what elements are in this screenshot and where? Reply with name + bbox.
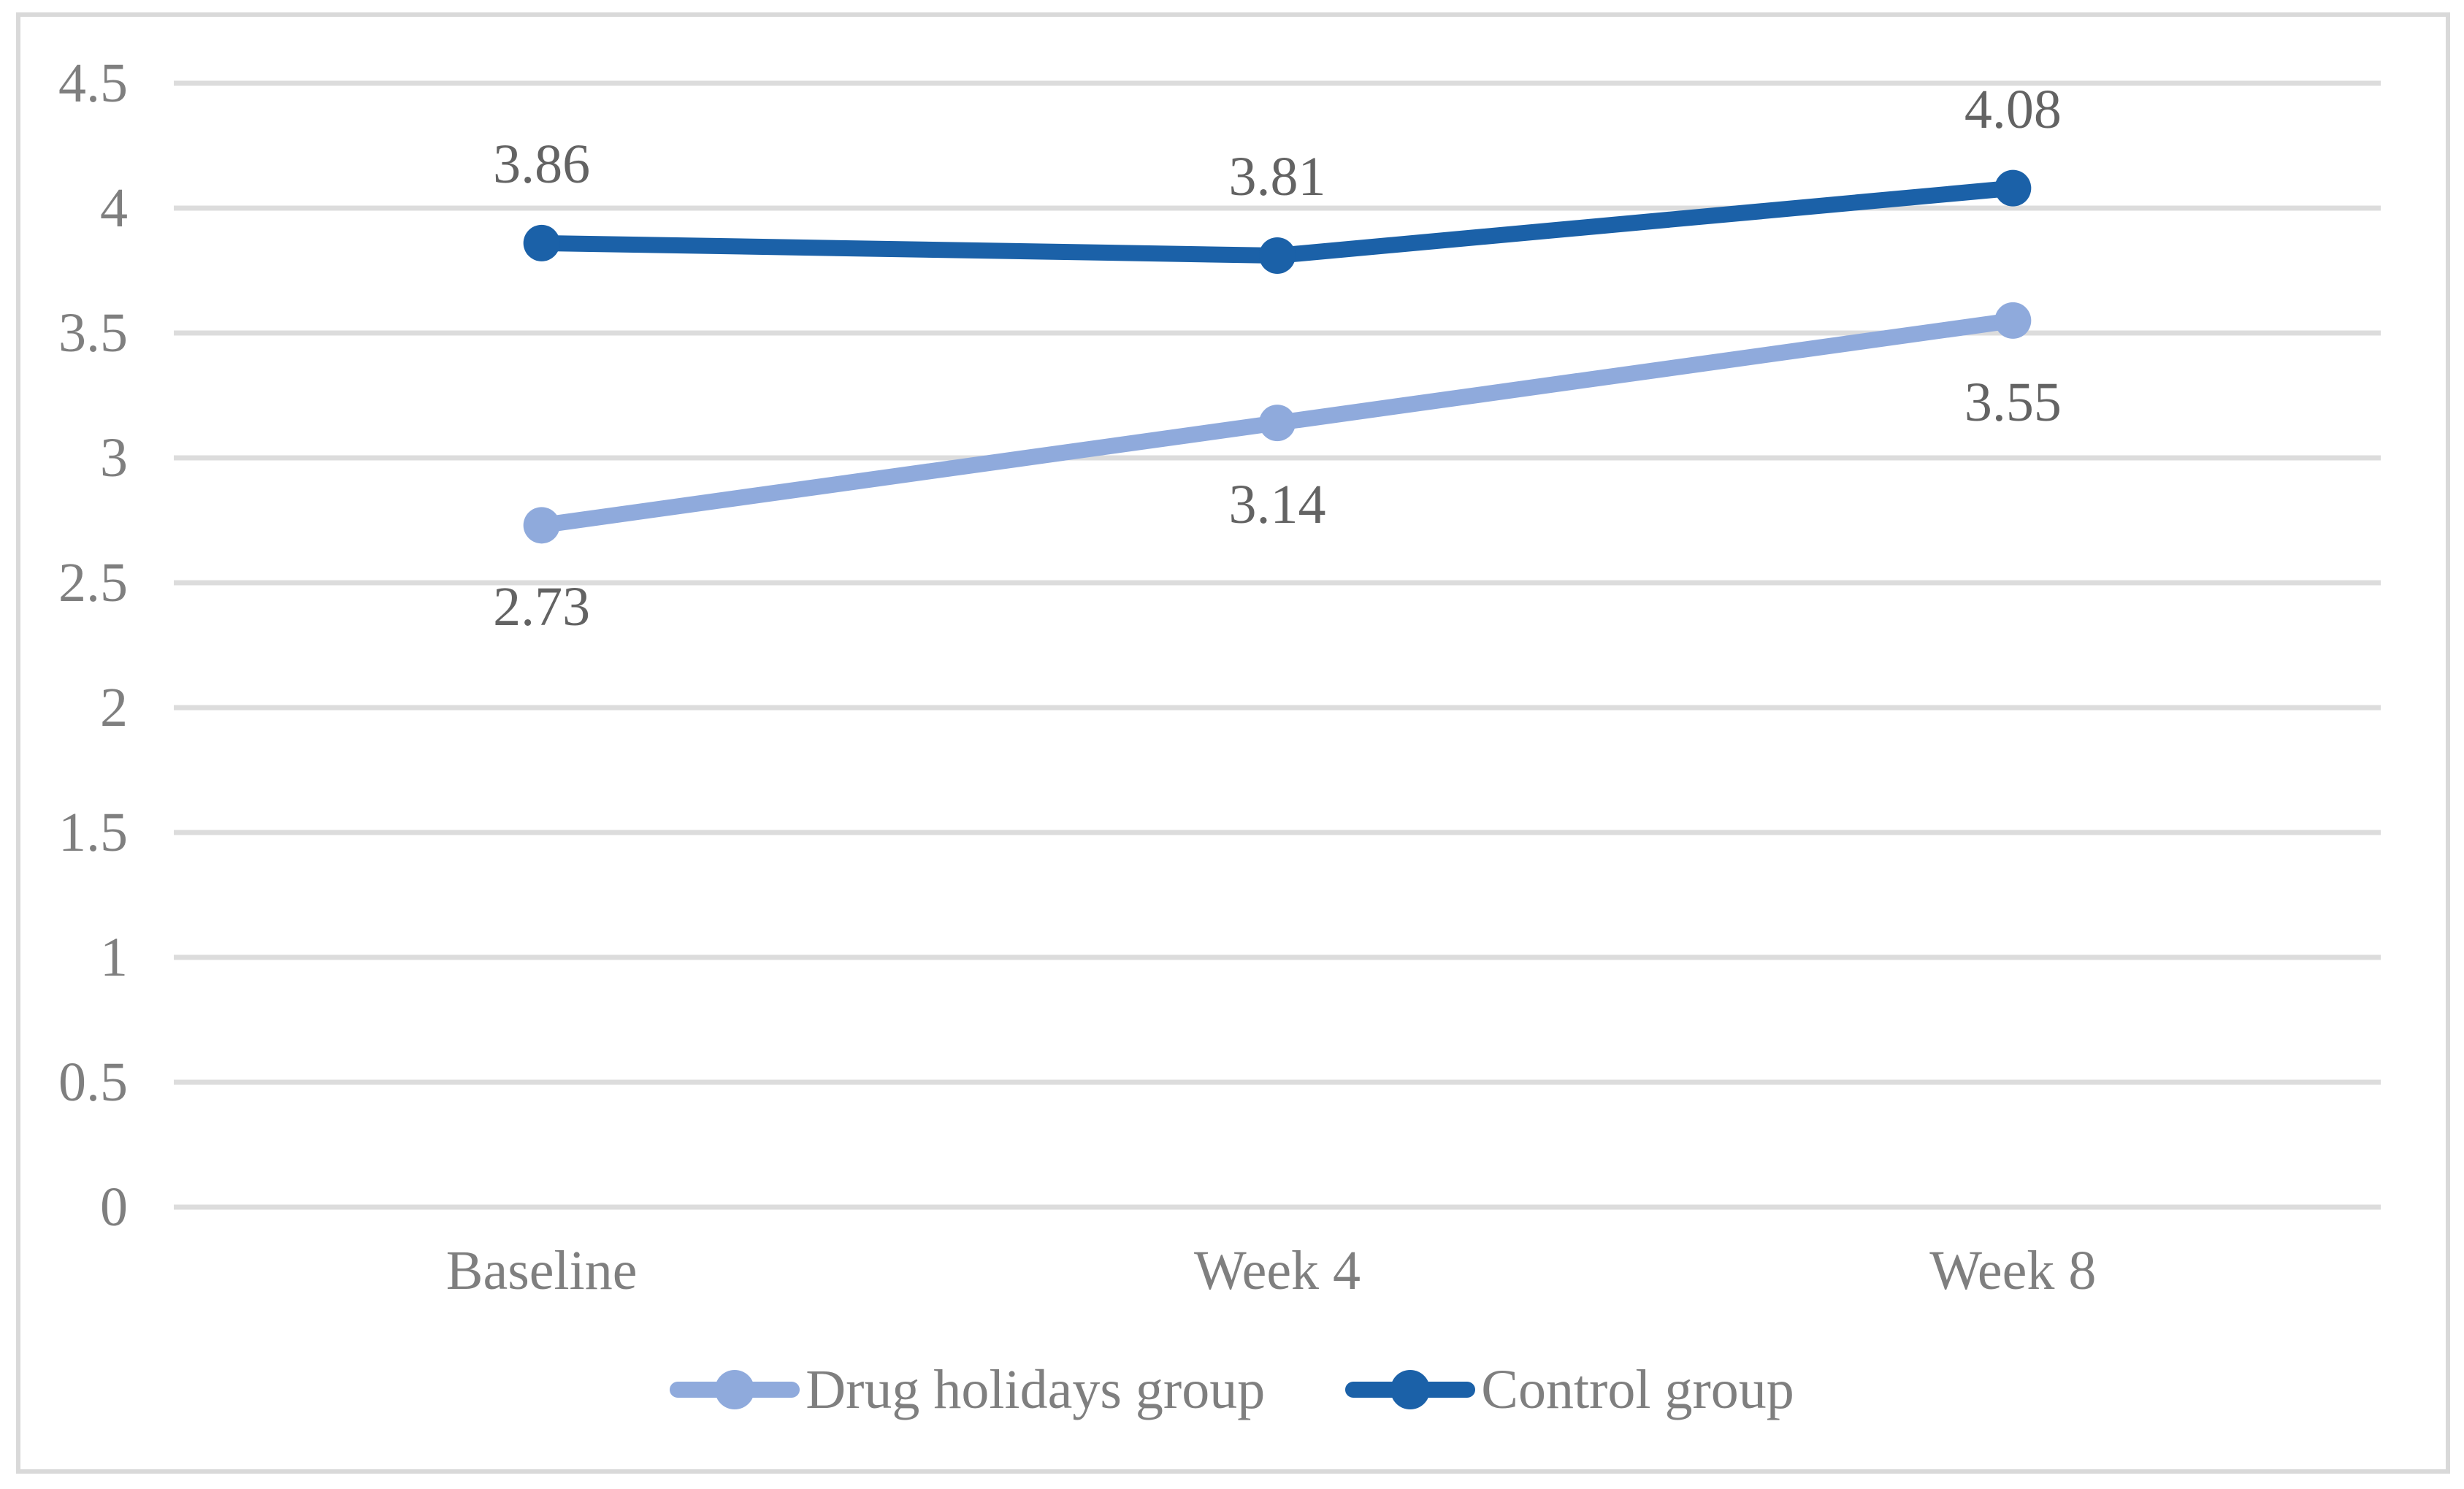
data-point-marker — [1259, 237, 1296, 274]
legend-item-control-group: Control group — [1345, 1362, 1794, 1417]
y-tick-label: 3.5 — [58, 302, 128, 364]
x-axis-label: Baseline — [445, 1240, 638, 1301]
data-point-marker — [1259, 405, 1296, 442]
y-tick-label: 4 — [100, 177, 128, 239]
data-label: 3.55 — [1964, 371, 2062, 433]
y-tick-label: 4.5 — [58, 53, 128, 114]
line-dot-marker-icon — [670, 1369, 800, 1410]
data-point-marker — [523, 224, 560, 261]
data-label: 3.14 — [1228, 474, 1326, 536]
data-point-marker — [1994, 169, 2032, 207]
data-label: 3.86 — [493, 133, 591, 195]
legend-item-drug-holidays-group: Drug holidays group — [670, 1362, 1265, 1417]
y-tick-label: 0.5 — [58, 1052, 128, 1113]
y-tick-label: 2 — [100, 677, 128, 738]
line-dot-marker-icon — [1345, 1369, 1476, 1410]
y-tick-label: 1 — [100, 927, 128, 988]
x-axis-label: Week 8 — [1929, 1240, 2097, 1301]
legend-dot-swatch — [715, 1370, 755, 1409]
y-tick-label: 2.5 — [58, 552, 128, 613]
y-tick-label: 3 — [100, 427, 128, 489]
legend: Drug holidays group Control group — [0, 1350, 2464, 1430]
legend-dot-swatch — [1390, 1370, 1431, 1409]
y-tick-label: 0 — [100, 1176, 128, 1238]
legend-label: Drug holidays group — [806, 1359, 1266, 1420]
data-label: 3.81 — [1228, 145, 1326, 207]
data-label: 2.73 — [493, 576, 591, 638]
data-point-marker — [523, 507, 560, 544]
data-point-marker — [1994, 302, 2032, 339]
legend-label: Control group — [1481, 1359, 1794, 1420]
y-tick-label: 1.5 — [58, 802, 128, 863]
data-label: 4.08 — [1964, 78, 2062, 140]
x-axis-label: Week 4 — [1193, 1240, 1361, 1301]
